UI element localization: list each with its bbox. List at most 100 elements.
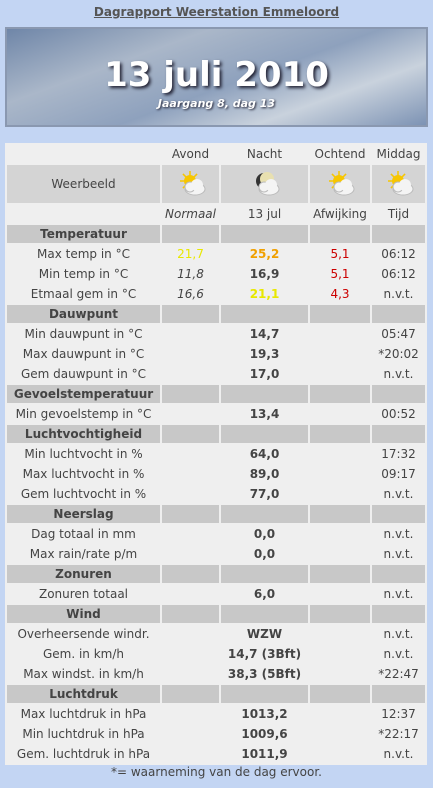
empty-cell bbox=[372, 385, 425, 403]
empty-cell bbox=[310, 605, 370, 623]
empty-cell bbox=[372, 305, 425, 323]
value-cell bbox=[310, 665, 370, 683]
value-cell bbox=[310, 725, 370, 743]
row-label: Dag totaal in mm bbox=[7, 525, 160, 543]
value-cell: 89,0 bbox=[221, 465, 308, 483]
value-cell: n.v.t. bbox=[372, 285, 425, 303]
row-label: Max dauwpunt in °C bbox=[7, 345, 160, 363]
empty-cell bbox=[372, 685, 425, 703]
empty-cell bbox=[162, 505, 219, 523]
row-label: Max luchtvocht in % bbox=[7, 465, 160, 483]
value-cell: 14,7 bbox=[221, 325, 308, 343]
row-label: Min dauwpunt in °C bbox=[7, 325, 160, 343]
section-row: Luchtdruk bbox=[7, 685, 425, 703]
section-title: Luchtdruk bbox=[7, 685, 160, 703]
section-row: Luchtvochtigheid bbox=[7, 425, 425, 443]
value-cell bbox=[162, 625, 219, 643]
value-cell bbox=[310, 445, 370, 463]
banner: 13 juli 2010 Jaargang 8, dag 13 bbox=[5, 27, 428, 127]
data-row: Max temp in °C 21,7 25,2 5,1 06:12 bbox=[7, 245, 425, 263]
value-cell: 77,0 bbox=[221, 485, 308, 503]
banner-date: 13 juli 2010 bbox=[104, 55, 329, 95]
empty-cell bbox=[221, 385, 308, 403]
value-cell: n.v.t. bbox=[372, 525, 425, 543]
value-cell bbox=[310, 465, 370, 483]
data-row: Max luchtdruk in hPa 1013,2 12:37 bbox=[7, 705, 425, 723]
weather-icon bbox=[255, 171, 279, 195]
value-cell bbox=[162, 645, 219, 663]
value-cell: 0,0 bbox=[221, 525, 308, 543]
weather-icon bbox=[387, 170, 413, 195]
value-cell bbox=[162, 345, 219, 363]
row-label: Max luchtdruk in hPa bbox=[7, 705, 160, 723]
value-cell bbox=[310, 405, 370, 423]
section-row: Zonuren bbox=[7, 565, 425, 583]
empty-cell bbox=[310, 425, 370, 443]
data-row: Gem. luchtdruk in hPa 1011,9 n.v.t. bbox=[7, 745, 425, 763]
empty-cell bbox=[162, 565, 219, 583]
value-cell bbox=[162, 445, 219, 463]
value-cell bbox=[162, 665, 219, 683]
row-label: Gem dauwpunt in °C bbox=[7, 365, 160, 383]
value-cell bbox=[162, 365, 219, 383]
value-cell bbox=[162, 485, 219, 503]
section-title: Wind bbox=[7, 605, 160, 623]
empty-cell bbox=[221, 565, 308, 583]
section-title: Luchtvochtigheid bbox=[7, 425, 160, 443]
data-row: Max windst. in km/h 38,3 (5Bft) *22:47 bbox=[7, 665, 425, 683]
value-cell bbox=[310, 545, 370, 563]
value-cell: 06:12 bbox=[372, 245, 425, 263]
value-cell bbox=[162, 745, 219, 763]
row-label: Min temp in °C bbox=[7, 265, 160, 283]
empty-cell bbox=[162, 685, 219, 703]
data-row: Gem luchtvocht in % 77,0 n.v.t. bbox=[7, 485, 425, 503]
value-cell bbox=[162, 405, 219, 423]
value-cell bbox=[310, 745, 370, 763]
value-cell bbox=[310, 625, 370, 643]
value-cell: 21,7 bbox=[162, 245, 219, 263]
weather-icon bbox=[179, 170, 205, 195]
row-label: Etmaal gem in °C bbox=[7, 285, 160, 303]
value-cell: 12:37 bbox=[372, 705, 425, 723]
data-row: Max dauwpunt in °C 19,3 *20:02 bbox=[7, 345, 425, 363]
value-cell bbox=[310, 705, 370, 723]
value-cell: 16,9 bbox=[221, 265, 308, 283]
column-label: Tijd bbox=[372, 205, 425, 223]
value-cell: 0,0 bbox=[221, 545, 308, 563]
value-cell: 09:17 bbox=[372, 465, 425, 483]
section-row: Gevoelstemperatuur bbox=[7, 385, 425, 403]
value-cell bbox=[310, 525, 370, 543]
value-cell: *22:47 bbox=[372, 665, 425, 683]
value-cell: n.v.t. bbox=[372, 365, 425, 383]
period-label: Ochtend bbox=[310, 145, 370, 163]
column-label: 13 jul bbox=[221, 205, 308, 223]
empty-cell bbox=[372, 565, 425, 583]
value-cell: 17,0 bbox=[221, 365, 308, 383]
value-cell: 6,0 bbox=[221, 585, 308, 603]
weather-icon-cell bbox=[221, 165, 308, 203]
row-label: Overheersende windr. bbox=[7, 625, 160, 643]
value-cell: n.v.t. bbox=[372, 485, 425, 503]
banner-subtitle: Jaargang 8, dag 13 bbox=[157, 97, 276, 110]
value-cell: WZW bbox=[221, 625, 308, 643]
section-title: Neerslag bbox=[7, 505, 160, 523]
data-row: Min luchtvocht in % 64,0 17:32 bbox=[7, 445, 425, 463]
empty-cell bbox=[221, 305, 308, 323]
data-row: Min temp in °C 11,8 16,9 5,1 06:12 bbox=[7, 265, 425, 283]
empty-cell bbox=[221, 225, 308, 243]
value-cell bbox=[310, 585, 370, 603]
value-cell bbox=[162, 545, 219, 563]
value-cell bbox=[162, 465, 219, 483]
empty-cell bbox=[7, 145, 160, 163]
section-row: Temperatuur bbox=[7, 225, 425, 243]
value-cell: n.v.t. bbox=[372, 625, 425, 643]
value-cell: 14,7 (3Bft) bbox=[221, 645, 308, 663]
value-cell: 25,2 bbox=[221, 245, 308, 263]
period-label: Nacht bbox=[221, 145, 308, 163]
row-label: Max windst. in km/h bbox=[7, 665, 160, 683]
empty-cell bbox=[162, 305, 219, 323]
data-row: Min gevoelstemp in °C 13,4 00:52 bbox=[7, 405, 425, 423]
empty-cell bbox=[162, 225, 219, 243]
value-cell bbox=[162, 725, 219, 743]
